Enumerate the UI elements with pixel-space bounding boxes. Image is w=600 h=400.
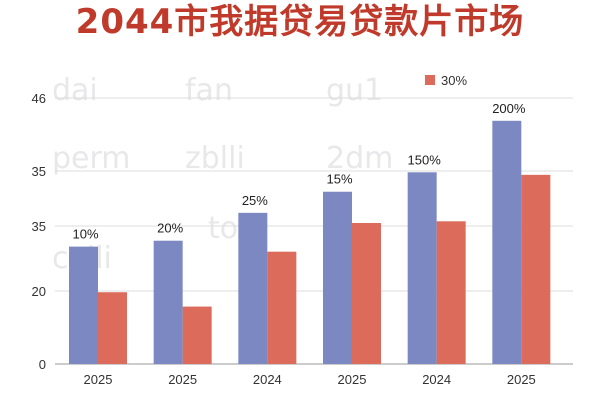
x-tick-label: 2024 (422, 372, 451, 387)
gridlines (55, 97, 573, 365)
bar-series-1 (69, 246, 98, 364)
y-axis-ticks: 0 20 35 35 46 (32, 91, 46, 372)
data-label: 20% (157, 221, 183, 236)
bar-series-2 (521, 174, 551, 364)
bar-series-2 (98, 292, 127, 364)
watermark-text: fan (185, 73, 233, 108)
watermark-layer: daifangu1permzblli2dmtomcalli (52, 73, 393, 276)
bar-series-1 (323, 191, 352, 364)
bar-series-2 (267, 251, 297, 364)
x-tick-label: 2025 (168, 372, 197, 387)
x-tick-label: 2024 (253, 372, 282, 387)
data-label: 150% (408, 152, 442, 167)
watermark-text: 2dm (326, 141, 393, 176)
bar-series-1 (407, 172, 437, 364)
bar-series-2 (352, 222, 381, 364)
x-tick-label: 2025 (507, 372, 536, 387)
y-tick-label: 20 (32, 284, 46, 299)
watermark-text: zblli (185, 141, 245, 176)
x-tick-label: 2025 (338, 372, 367, 387)
legend: 30% (425, 73, 467, 88)
y-tick-label: 35 (32, 219, 46, 234)
data-label: 200% (492, 101, 526, 116)
bars: 10% 20% 25% 15% 150% 200% (69, 101, 551, 364)
bar-series-1 (153, 240, 183, 364)
data-label: 10% (72, 227, 98, 242)
bar-series-1 (492, 120, 522, 364)
chart-title: 2044市我据贷易贷款片市场 (75, 2, 525, 42)
bar-series-1 (238, 212, 268, 364)
y-tick-label: 46 (32, 91, 46, 106)
data-label: 15% (326, 172, 352, 187)
y-tick-label: 35 (32, 164, 46, 179)
legend-swatch (425, 75, 435, 85)
x-tick-label: 2025 (84, 372, 113, 387)
watermark-text: perm (52, 141, 131, 176)
y-tick-label: 0 (39, 357, 46, 372)
watermark-text: gu1 (326, 73, 383, 108)
legend-label: 30% (441, 73, 467, 88)
data-label: 25% (242, 193, 268, 208)
bar-series-2 (436, 221, 466, 364)
x-axis-ticks: 2025 2025 2024 2025 2024 2025 (84, 372, 536, 387)
bar-series-2 (182, 306, 212, 364)
watermark-text: dai (52, 73, 98, 108)
